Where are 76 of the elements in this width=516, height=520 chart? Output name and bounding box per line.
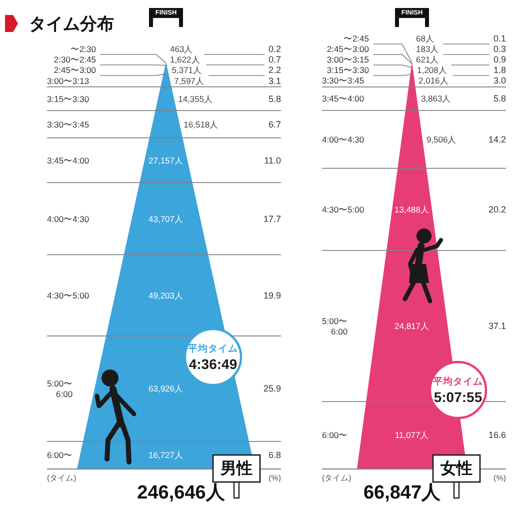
text: 66,847人 xyxy=(363,482,441,504)
data-label: 19.9 xyxy=(263,290,281,300)
text: 平均タイム xyxy=(432,376,483,388)
data-label: 16,518人 xyxy=(184,119,219,130)
data-label: 7,597人 xyxy=(174,76,204,86)
data-label: 16.6 xyxy=(488,430,506,440)
data-label: 6.8 xyxy=(268,450,281,460)
data-label: 27,157人 xyxy=(148,155,184,166)
category-label: 6:00〜 xyxy=(322,430,348,440)
category-label: 3:15〜3:30 xyxy=(326,65,370,76)
category-label: 2:45〜3:00 xyxy=(54,65,96,76)
category-label: 5:00〜6:00 xyxy=(322,316,348,336)
data-label: 183人 xyxy=(416,44,440,54)
category-label: 2:45〜3:00 xyxy=(326,44,370,54)
data-label: 16,727人 xyxy=(148,450,184,460)
data-label: 9,506人 xyxy=(426,134,457,144)
data-label: 3.1 xyxy=(268,76,281,86)
category-label: 3:00〜3:15 xyxy=(326,54,370,65)
category-label: 2:30〜2:45 xyxy=(54,54,96,65)
data-label: 463人 xyxy=(170,44,194,54)
data-label: 68人 xyxy=(416,34,434,44)
category-label: 4:30〜5:00 xyxy=(47,290,90,300)
text: 4:36:49 xyxy=(188,356,238,372)
data-label: 37.1 xyxy=(488,320,506,331)
data-label: 5.8 xyxy=(493,94,506,104)
data-label: 17.7 xyxy=(263,214,281,224)
data-label: 14,355人 xyxy=(178,94,214,104)
data-label: 20.2 xyxy=(488,204,506,214)
data-label: 25.9 xyxy=(263,384,281,394)
text: 平均タイム xyxy=(187,342,238,354)
series-label: 女性 xyxy=(440,460,472,478)
category-label: 〜2:30 xyxy=(70,44,96,54)
data-label: 1,208人 xyxy=(417,65,448,76)
data-label: 621人 xyxy=(416,54,440,65)
text: (%) xyxy=(494,474,506,482)
data-label: 3.0 xyxy=(493,76,506,86)
data-label: 11,077人 xyxy=(394,430,430,440)
category-label: 4:00〜4:30 xyxy=(322,134,364,144)
text: 246,646人 xyxy=(137,482,225,504)
category-label: 3:45〜4:00 xyxy=(47,155,90,166)
data-label: 5.8 xyxy=(268,94,281,104)
data-label: 5,371人 xyxy=(172,65,202,76)
data-label: 0.9 xyxy=(493,54,506,65)
category-label: 3:00〜3:13 xyxy=(47,76,90,86)
data-label: 0.7 xyxy=(268,54,281,65)
text: 5:07:55 xyxy=(434,389,482,405)
category-label: 4:30〜5:00 xyxy=(322,204,364,214)
text: (タイム) xyxy=(322,474,352,482)
data-label: 0.2 xyxy=(268,44,281,54)
data-label: 3,863人 xyxy=(420,94,452,104)
text: タイム分布 xyxy=(29,14,114,34)
data-label: 43,707人 xyxy=(148,214,184,224)
series-label: 男性 xyxy=(220,460,252,478)
category-label: 4:00〜4:30 xyxy=(47,214,90,224)
data-label: 63,926人 xyxy=(148,384,184,394)
data-label: 0.1 xyxy=(493,34,506,44)
category-label: 3:30〜3:45 xyxy=(322,76,364,86)
data-label: 0.3 xyxy=(493,44,506,54)
data-label: 2,016人 xyxy=(418,76,449,86)
data-label: 1,622人 xyxy=(170,54,200,65)
data-label: 13,488人 xyxy=(394,204,430,214)
category-label: 3:15〜3:30 xyxy=(47,94,90,104)
text: (%) xyxy=(268,474,282,482)
data-label: 1.8 xyxy=(493,65,506,76)
category-label: 3:45〜4:00 xyxy=(322,94,364,104)
data-label: 24,817人 xyxy=(394,320,430,331)
data-label: 6.7 xyxy=(268,119,281,130)
text: (タイム) xyxy=(47,474,77,482)
category-label: 5:00〜6:00 xyxy=(47,378,73,400)
data-label: 49,203人 xyxy=(148,290,184,300)
category-label: 6:00〜 xyxy=(47,450,73,460)
category-label: 3:30〜3:45 xyxy=(47,119,90,130)
category-label: 〜2:45 xyxy=(343,34,370,44)
data-label: 14.2 xyxy=(488,134,506,144)
data-label: 2.2 xyxy=(268,65,281,76)
data-label: 11.0 xyxy=(264,155,281,166)
